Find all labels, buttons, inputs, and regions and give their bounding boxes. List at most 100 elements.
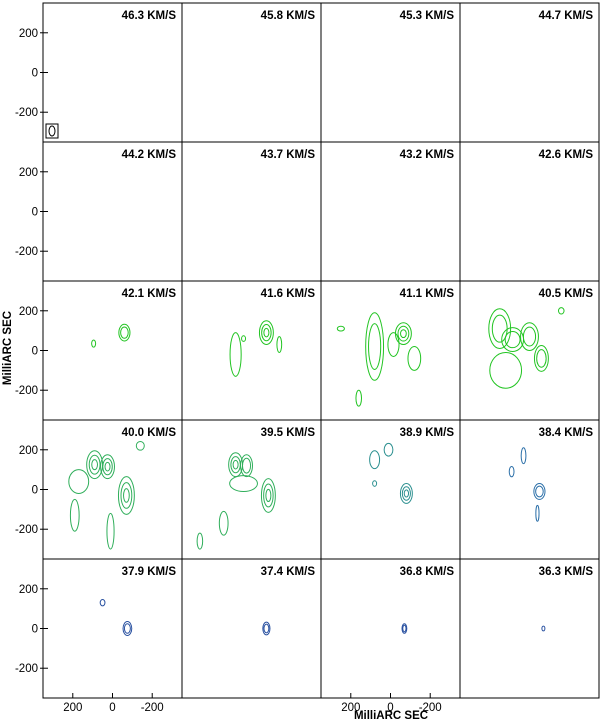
contour-line xyxy=(69,498,80,532)
contour-line xyxy=(106,512,115,550)
panel-frame xyxy=(459,141,600,282)
channel-panel: 43.2 KM/S xyxy=(320,141,461,282)
x-tick-label: 200 xyxy=(341,702,360,714)
channel-panel: 42.1 KM/S 200 0 -200 xyxy=(15,280,183,421)
panel-frame xyxy=(42,141,183,282)
contour-line xyxy=(91,339,97,348)
y-tick-label: 0 xyxy=(32,207,38,219)
contour-line xyxy=(533,345,549,372)
contour-line xyxy=(258,320,274,346)
contour-line xyxy=(241,457,252,474)
contour-line xyxy=(397,325,410,342)
channel-panel: 42.6 KM/S xyxy=(459,141,600,282)
y-tick-label: 0 xyxy=(32,68,38,80)
velocity-label: 37.4 KM/S xyxy=(261,566,316,578)
velocity-label: 39.5 KM/S xyxy=(261,427,316,439)
y-tick-label: 200 xyxy=(19,584,38,596)
panel-frame xyxy=(42,280,183,421)
velocity-label: 42.6 KM/S xyxy=(539,149,594,161)
velocity-label: 43.7 KM/S xyxy=(261,149,316,161)
y-tick-label: 0 xyxy=(32,624,38,636)
velocity-label: 45.3 KM/S xyxy=(400,10,455,22)
y-tick-label: 0 xyxy=(32,346,38,358)
contour-line xyxy=(488,308,512,350)
velocity-label: 44.7 KM/S xyxy=(539,10,594,22)
channel-panel: 45.8 KM/S xyxy=(181,2,322,143)
beam-box xyxy=(45,123,59,139)
contour-line xyxy=(402,624,407,633)
y-tick-label: 200 xyxy=(19,445,38,457)
contour-line xyxy=(261,324,272,342)
contour-line xyxy=(218,510,229,536)
contour-line xyxy=(504,330,521,349)
contour-line xyxy=(260,478,276,513)
velocity-label: 40.5 KM/S xyxy=(539,288,594,300)
contour-line xyxy=(541,625,546,632)
velocity-label: 43.2 KM/S xyxy=(400,149,455,161)
contour-line xyxy=(240,454,253,478)
channel-panel: 40.0 KM/S 200 0 -200 xyxy=(15,419,183,560)
contour-line xyxy=(520,322,539,352)
contour-line xyxy=(400,329,407,339)
contour-line xyxy=(368,323,382,370)
velocity-label: 36.3 KM/S xyxy=(539,566,594,578)
y-tick-label: 200 xyxy=(19,167,38,179)
contour-line xyxy=(91,459,98,471)
y-tick-label: -200 xyxy=(15,385,38,397)
velocity-label: 44.2 KM/S xyxy=(122,149,177,161)
velocity-label: 45.8 KM/S xyxy=(261,10,316,22)
contour-line xyxy=(522,326,537,347)
channel-panel: 46.3 KM/S 200 0 -200 xyxy=(15,2,183,143)
contour-line xyxy=(263,623,270,634)
contour-line xyxy=(383,442,394,457)
y-axis-title: MilliARC SEC xyxy=(2,311,14,385)
panel-frame xyxy=(459,419,600,560)
velocity-label: 46.3 KM/S xyxy=(122,10,177,22)
contour-line xyxy=(508,465,515,478)
velocity-label: 42.1 KM/S xyxy=(122,288,177,300)
panel-frame xyxy=(42,2,183,143)
x-tick-label: 0 xyxy=(109,702,115,714)
channel-panel: 45.3 KM/S xyxy=(320,2,461,143)
contour-line xyxy=(232,459,239,470)
contour-line xyxy=(263,327,270,338)
channel-panel: 38.4 KM/S xyxy=(459,419,600,560)
contour-line xyxy=(117,476,135,515)
channel-panel: 44.2 KM/S 200 0 -200 xyxy=(15,141,183,282)
panel-frame xyxy=(42,558,183,699)
contour-line xyxy=(122,621,133,636)
velocity-label: 41.6 KM/S xyxy=(261,288,316,300)
panel-frame xyxy=(181,280,322,421)
contour-line xyxy=(536,349,547,368)
y-tick-label: 0 xyxy=(32,485,38,497)
y-tick-label: -200 xyxy=(15,663,38,675)
channel-panel: 41.1 KM/S xyxy=(320,280,461,421)
contour-line xyxy=(229,475,258,492)
panel-frame xyxy=(459,2,600,143)
contour-line xyxy=(401,486,411,501)
x-tick-label: 200 xyxy=(63,702,82,714)
contour-line xyxy=(399,483,413,504)
contour-line xyxy=(123,623,131,634)
channel-panel: 36.3 KM/S xyxy=(459,558,600,699)
velocity-label: 36.8 KM/S xyxy=(400,566,455,578)
contour-line xyxy=(262,621,271,636)
contour-line xyxy=(123,488,130,503)
contour-line xyxy=(520,447,527,465)
velocity-label: 41.1 KM/S xyxy=(400,288,455,300)
contour-line xyxy=(88,454,101,475)
velocity-label: 38.9 KM/S xyxy=(400,427,455,439)
y-tick-label: -200 xyxy=(15,524,38,536)
y-tick-label: -200 xyxy=(15,107,38,119)
velocity-label: 40.0 KM/S xyxy=(122,427,177,439)
contour-line xyxy=(557,307,565,315)
x-tick-label: 0 xyxy=(387,702,393,714)
channel-panel: 38.9 KM/S xyxy=(320,419,461,560)
contour-line xyxy=(355,389,363,407)
contour-line xyxy=(241,335,247,342)
contour-line xyxy=(196,532,204,550)
beam-ellipse xyxy=(48,125,56,137)
y-tick-label: -200 xyxy=(15,246,38,258)
contour-line xyxy=(403,489,410,498)
contour-line xyxy=(229,332,242,377)
